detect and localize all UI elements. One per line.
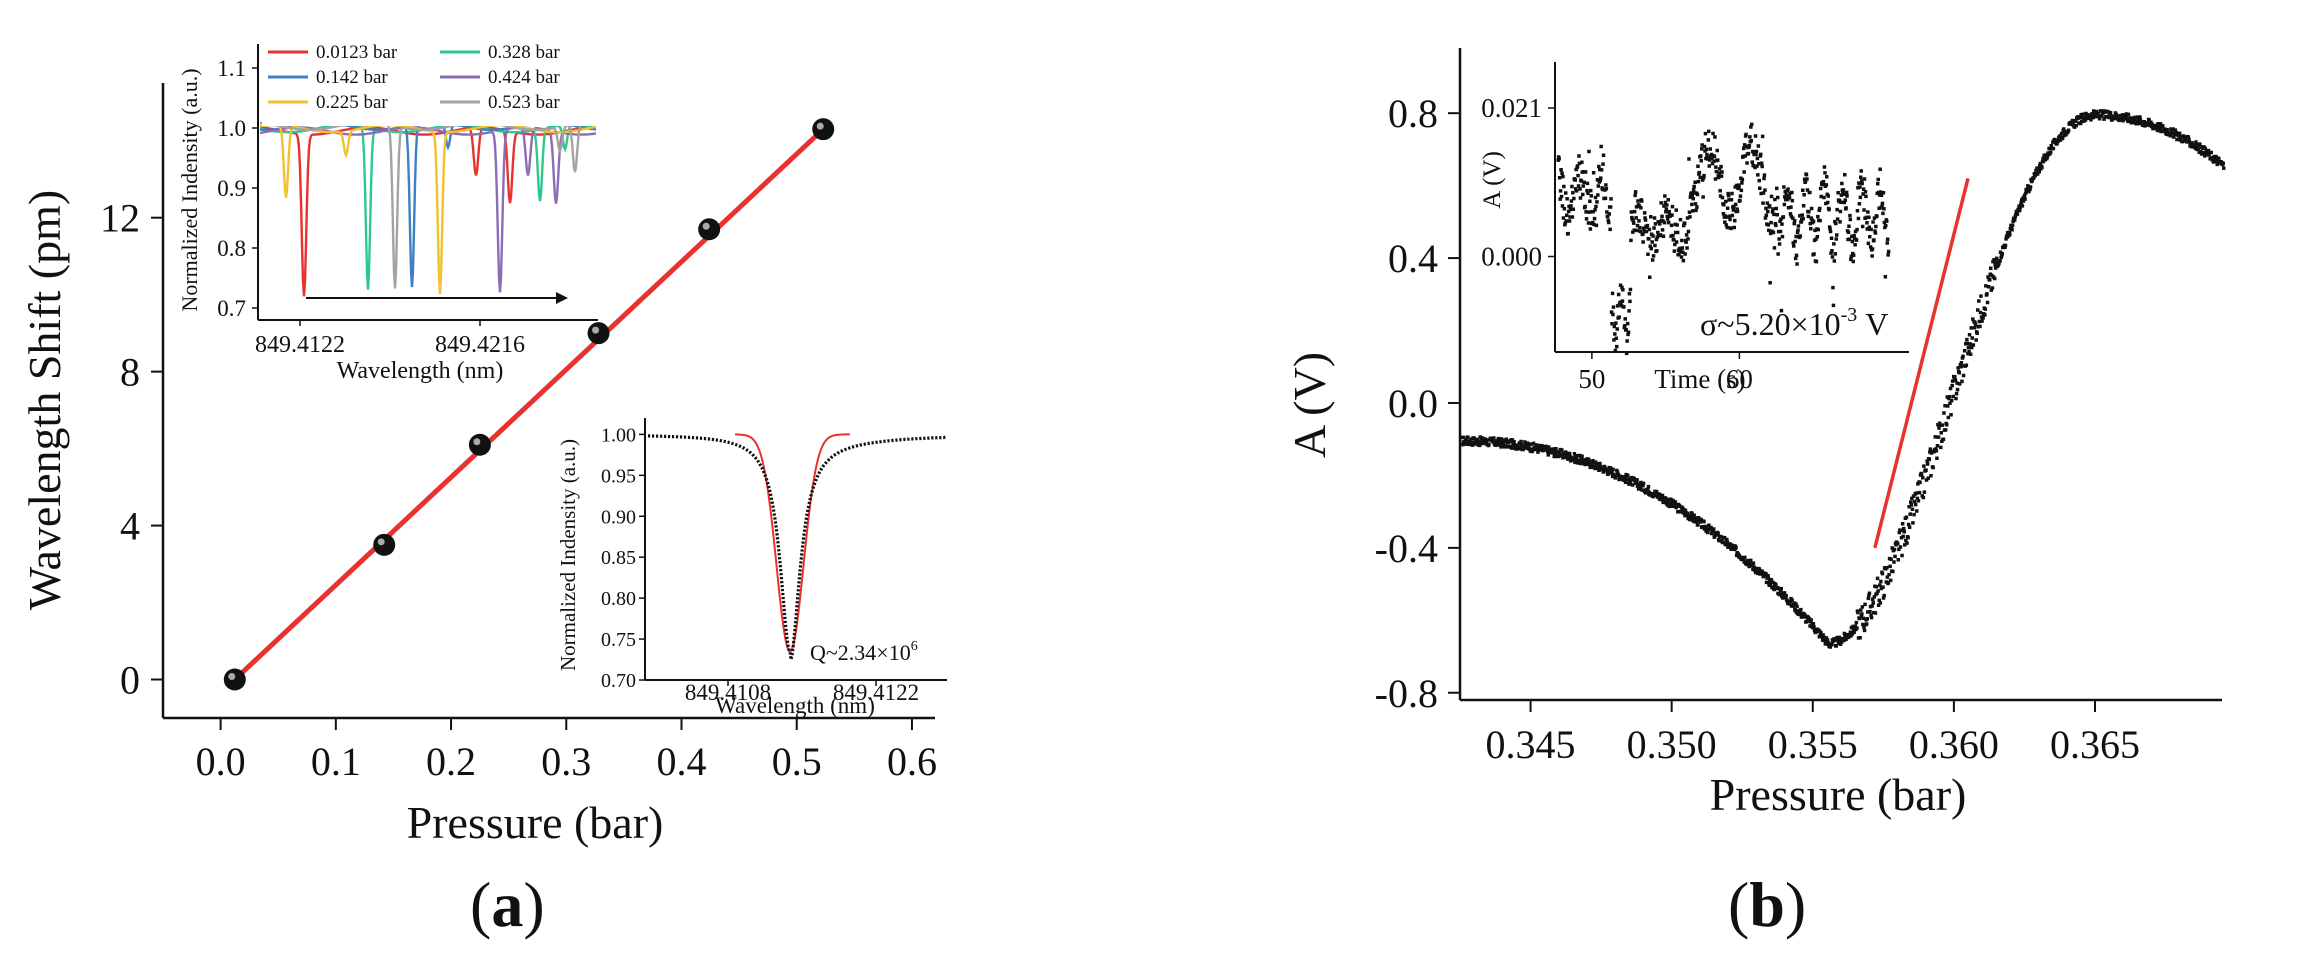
panel-a-point xyxy=(468,433,491,456)
top-inset-legend-label: 0.424 bar xyxy=(488,67,560,88)
panel-b-axis-ticks: 0.345 0.350 0.355 0.360 0.365 0.8 0.4 0.0 -0.4 -0… xyxy=(1375,91,2140,767)
top-inset-ticks: 0.7 0.8 0.9 1.0 1.1 849.4122 849.4216 xyxy=(217,56,525,358)
panel-a-point-highlight xyxy=(702,222,710,230)
panel-a-point-highlight xyxy=(473,438,481,446)
top-inset-ytick-label: 0.9 xyxy=(217,176,246,201)
panel-b-inset-annotation: σ~5.20×10-3 V xyxy=(1700,304,1888,342)
panel-a-top-inset: 0.7 0.8 0.9 1.0 1.1 849.4122 849.4216 0.0123 b… xyxy=(177,42,598,384)
panel-b-xtick-label: 0.360 xyxy=(1909,722,1999,767)
top-inset-ytick-label: 1.1 xyxy=(217,56,246,81)
panel-a-xtick-label: 0.4 xyxy=(657,739,707,784)
panel-a-ytick-label: 12 xyxy=(100,196,140,241)
panel-a-point-highlight xyxy=(228,673,236,681)
panel-a-ylabel: Wavelength Shift (pm) xyxy=(19,190,70,610)
panel-b-ytick-label: 0.0 xyxy=(1388,381,1438,426)
top-inset-legend-label: 0.523 bar xyxy=(488,92,560,113)
panel-b-inset-xtick-label: 50 xyxy=(1578,364,1605,394)
panel-b-inset-trace xyxy=(1556,122,1891,356)
bottom-inset-ytick-label: 0.90 xyxy=(601,506,636,528)
panel-b-xtick-label: 0.365 xyxy=(2050,722,2140,767)
top-inset-ytick-label: 0.7 xyxy=(217,296,246,321)
top-inset-ytick-label: 0.8 xyxy=(217,236,246,261)
top-inset-xlabel: Wavelength (nm) xyxy=(337,358,504,384)
panel-b-xlabel: Pressure (bar) xyxy=(1710,769,1967,820)
bottom-inset-ytick-label: 1.00 xyxy=(601,424,636,446)
top-inset-legend-label: 0.142 bar xyxy=(316,67,388,88)
panel-b-inset-ylabel: A (V) xyxy=(1479,151,1506,209)
top-inset-legend-box xyxy=(262,46,596,126)
panel-a-ytick-label: 0 xyxy=(120,658,140,703)
panel-a-point xyxy=(223,668,246,691)
panel-b-inset-xtick-label: 60 xyxy=(1726,364,1753,394)
bottom-inset-ticks: 0.70 0.75 0.80 0.85 0.90 0.95 1.00 849.4108 849.… xyxy=(601,424,919,705)
panel-label-a: (a) xyxy=(470,869,545,940)
bottom-inset-xtick-label: 849.4108 xyxy=(685,680,771,705)
top-inset-arrowhead xyxy=(556,292,568,304)
panel-b-inset: 50 60 0.021 0.000 σ~5.20×10-3 V Time (s) A … xyxy=(1479,62,1909,394)
panel-b-inset-ytick-label: 0.000 xyxy=(1481,242,1542,272)
bottom-inset-ytick-label: 0.80 xyxy=(601,588,636,610)
bottom-inset-data-curve xyxy=(648,434,946,660)
panel-a-point xyxy=(373,533,396,556)
top-inset-xtick-label: 849.4216 xyxy=(435,332,525,358)
bottom-inset-xlabel: Wavelength (nm) xyxy=(715,693,875,718)
panel-a-fit-line xyxy=(233,127,825,682)
panel-b-inset-ytick-label: 0.021 xyxy=(1481,93,1542,123)
top-inset-xtick-label: 849.4122 xyxy=(255,332,345,358)
panel-b-inset-ticks: 50 60 0.021 0.000 xyxy=(1481,93,1753,394)
top-inset-spectrum-line xyxy=(260,126,596,297)
panel-a-ytick-label: 4 xyxy=(120,504,140,549)
panel-a-ytick-label: 8 xyxy=(120,350,140,395)
bottom-inset-ytick-label: 0.95 xyxy=(601,465,636,487)
panel-a-xlabel: Pressure (bar) xyxy=(407,797,664,848)
panel-b-chart: 0.345 0.350 0.355 0.360 0.365 0.8 0.4 0.0 -0.4 -0… xyxy=(1284,48,2226,820)
bottom-inset-ytick-label: 0.85 xyxy=(601,547,636,569)
panel-a-fit-segment xyxy=(233,127,825,682)
panel-a-xtick-label: 0.3 xyxy=(541,739,591,784)
bottom-inset-spectrum xyxy=(648,433,946,660)
top-inset-legend-label: 0.0123 bar xyxy=(316,42,398,63)
bottom-inset-ytick-label: 0.75 xyxy=(601,629,636,651)
top-inset-spectrum-line xyxy=(259,121,596,289)
panel-a-point-highlight xyxy=(377,538,385,546)
panel-label-b: (b) xyxy=(1728,869,1807,940)
panel-b-xtick-label: 0.345 xyxy=(1486,722,1576,767)
panel-b-ytick-label: 0.4 xyxy=(1388,236,1438,281)
panel-a-point xyxy=(587,322,610,345)
panel-b-inset-xlabel: Time (s) xyxy=(1654,364,1745,394)
panel-b-xtick-label: 0.355 xyxy=(1768,722,1858,767)
bottom-inset-ylabel: Normalized Indensity (a.u.) xyxy=(556,439,580,671)
panel-a-xtick-label: 0.2 xyxy=(426,739,476,784)
panel-a-point xyxy=(698,218,721,241)
top-inset-legend: 0.0123 bar 0.328 bar 0.142 bar 0.424 bar 0.2… xyxy=(262,42,596,126)
bottom-inset-annotation: Q~2.34×106 xyxy=(810,639,918,665)
panel-b-inset-scatter xyxy=(1556,122,1891,356)
panel-a-chart: 0.0 0.1 0.2 0.3 0.4 0.5 0.6 0 4 8 12 Pressure (bar… xyxy=(19,42,947,848)
panel-a-point-highlight xyxy=(816,122,824,130)
bottom-inset-xtick-label: 849.4122 xyxy=(833,680,919,705)
panel-a-point-highlight xyxy=(592,326,600,334)
panel-b-fit-line xyxy=(1873,177,1970,549)
bottom-inset-ytick-label: 0.70 xyxy=(601,670,636,692)
panel-a-xtick-label: 0.6 xyxy=(887,739,937,784)
panel-a-xtick-label: 0.1 xyxy=(311,739,361,784)
top-inset-ytick-label: 1.0 xyxy=(217,116,246,141)
top-inset-ylabel: Normalized Indensity (a.u.) xyxy=(177,68,202,311)
panel-b-ytick-label: -0.8 xyxy=(1375,671,1438,716)
panel-a-xtick-label: 0.0 xyxy=(196,739,246,784)
top-inset-legend-label: 0.225 bar xyxy=(316,92,388,113)
panel-a-axis-ticks: 0.0 0.1 0.2 0.3 0.4 0.5 0.6 0 4 8 12 xyxy=(100,196,937,784)
panel-a-data-points xyxy=(223,118,835,691)
top-inset-legend-label: 0.328 bar xyxy=(488,42,560,63)
panel-a-point xyxy=(812,118,835,141)
panel-b-fit-segment xyxy=(1873,177,1970,549)
bottom-inset-fit-curve xyxy=(735,433,850,653)
panel-b-xtick-label: 0.350 xyxy=(1627,722,1717,767)
panel-a-xtick-label: 0.5 xyxy=(772,739,822,784)
panel-b-ytick-label: 0.8 xyxy=(1388,91,1438,136)
panel-a-bottom-inset: 0.70 0.75 0.80 0.85 0.90 0.95 1.00 849.4108 849.… xyxy=(556,418,947,718)
panel-b-ytick-label: -0.4 xyxy=(1375,526,1438,571)
panel-b-ylabel: A (V) xyxy=(1284,352,1335,458)
